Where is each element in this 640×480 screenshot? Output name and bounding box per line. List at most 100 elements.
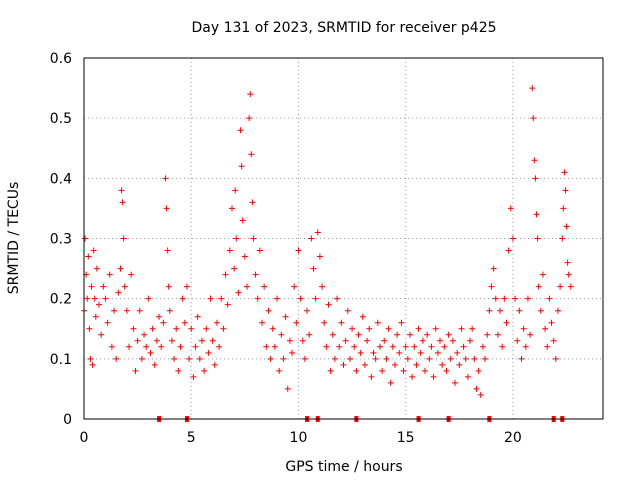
- data-point: [312, 295, 319, 302]
- data-point: [237, 127, 244, 134]
- data-point: [163, 205, 170, 212]
- data-point: [548, 319, 555, 326]
- data-point: [119, 199, 126, 206]
- data-point: [376, 343, 383, 350]
- data-point: [530, 115, 537, 122]
- data-point: [113, 355, 120, 362]
- x-axis-label: GPS time / hours: [285, 459, 402, 475]
- data-point: [488, 283, 495, 290]
- data-point: [265, 307, 272, 314]
- x-tick-label: 10: [290, 430, 308, 446]
- data-point: [267, 355, 274, 362]
- data-point: [252, 271, 259, 278]
- data-point: [329, 331, 336, 338]
- data-point: [310, 265, 317, 272]
- y-tick-label: 0.1: [50, 352, 72, 368]
- data-point: [228, 205, 235, 212]
- data-point: [426, 355, 433, 362]
- data-point: [404, 355, 411, 362]
- data-point: [325, 301, 332, 308]
- data-point: [544, 343, 551, 350]
- data-point: [503, 319, 510, 326]
- data-point: [241, 253, 248, 260]
- data-point: [211, 361, 218, 368]
- data-point: [475, 367, 482, 374]
- data-point: [181, 319, 188, 326]
- data-point: [552, 355, 559, 362]
- data-point: [166, 307, 173, 314]
- data-point: [539, 271, 546, 278]
- data-point: [156, 313, 163, 320]
- data-point: [183, 283, 190, 290]
- data-point: [564, 259, 571, 266]
- data-point: [443, 367, 450, 374]
- data-point: [249, 199, 256, 206]
- data-point: [537, 307, 544, 314]
- data-point: [462, 355, 469, 362]
- data-point: [123, 307, 130, 314]
- data-point: [138, 355, 145, 362]
- data-point: [108, 343, 115, 350]
- y-tick-label: 0.2: [50, 292, 72, 308]
- data-point: [531, 157, 538, 164]
- y-tick-label: 0.6: [50, 51, 72, 67]
- data-point: [460, 343, 467, 350]
- data-point: [235, 289, 242, 296]
- data-point: [233, 235, 240, 242]
- data-point: [126, 343, 133, 350]
- data-point: [282, 313, 289, 320]
- data-point: [224, 301, 231, 308]
- data-point: [534, 235, 541, 242]
- data-point: [381, 337, 388, 344]
- data-point: [256, 247, 263, 254]
- data-point: [205, 349, 212, 356]
- data-point: [368, 373, 375, 380]
- data-point: [546, 295, 553, 302]
- data-point: [432, 325, 439, 332]
- data-point: [520, 325, 527, 332]
- data-point: [542, 325, 549, 332]
- data-point: [100, 283, 107, 290]
- data-point: [469, 325, 476, 332]
- data-point: [434, 349, 441, 356]
- data-point: [452, 379, 459, 386]
- data-point: [203, 325, 210, 332]
- data-point: [439, 361, 446, 368]
- x-tick-label: 5: [187, 430, 196, 446]
- data-point: [494, 331, 501, 338]
- data-point: [372, 355, 379, 362]
- data-point: [524, 295, 531, 302]
- data-point: [165, 283, 172, 290]
- data-point: [385, 325, 392, 332]
- data-point: [134, 337, 141, 344]
- data-point: [91, 295, 98, 302]
- y-tick-label: 0.5: [50, 111, 72, 127]
- data-point: [522, 343, 529, 350]
- data-point: [351, 343, 358, 350]
- data-point: [218, 295, 225, 302]
- data-point: [297, 295, 304, 302]
- data-point: [421, 367, 428, 374]
- data-point: [222, 271, 229, 278]
- data-point: [295, 247, 302, 254]
- data-point: [98, 331, 105, 338]
- data-point: [430, 373, 437, 380]
- data-point: [331, 355, 338, 362]
- data-point: [398, 319, 405, 326]
- data-point: [482, 355, 489, 362]
- data-point: [286, 337, 293, 344]
- data-point: [464, 373, 471, 380]
- data-point: [501, 295, 508, 302]
- data-point: [424, 331, 431, 338]
- data-point: [321, 319, 328, 326]
- data-point: [484, 331, 491, 338]
- data-point: [344, 307, 351, 314]
- data-point: [248, 151, 255, 158]
- data-point: [340, 361, 347, 368]
- data-point: [532, 175, 539, 182]
- data-point: [316, 253, 323, 260]
- axis-ticks: 0 0.1 0.2 0.3 0.4 0.5 0.6 0 5 10 15 20: [50, 51, 522, 446]
- data-point: [121, 283, 128, 290]
- data-point: [479, 343, 486, 350]
- data-point: [535, 283, 542, 290]
